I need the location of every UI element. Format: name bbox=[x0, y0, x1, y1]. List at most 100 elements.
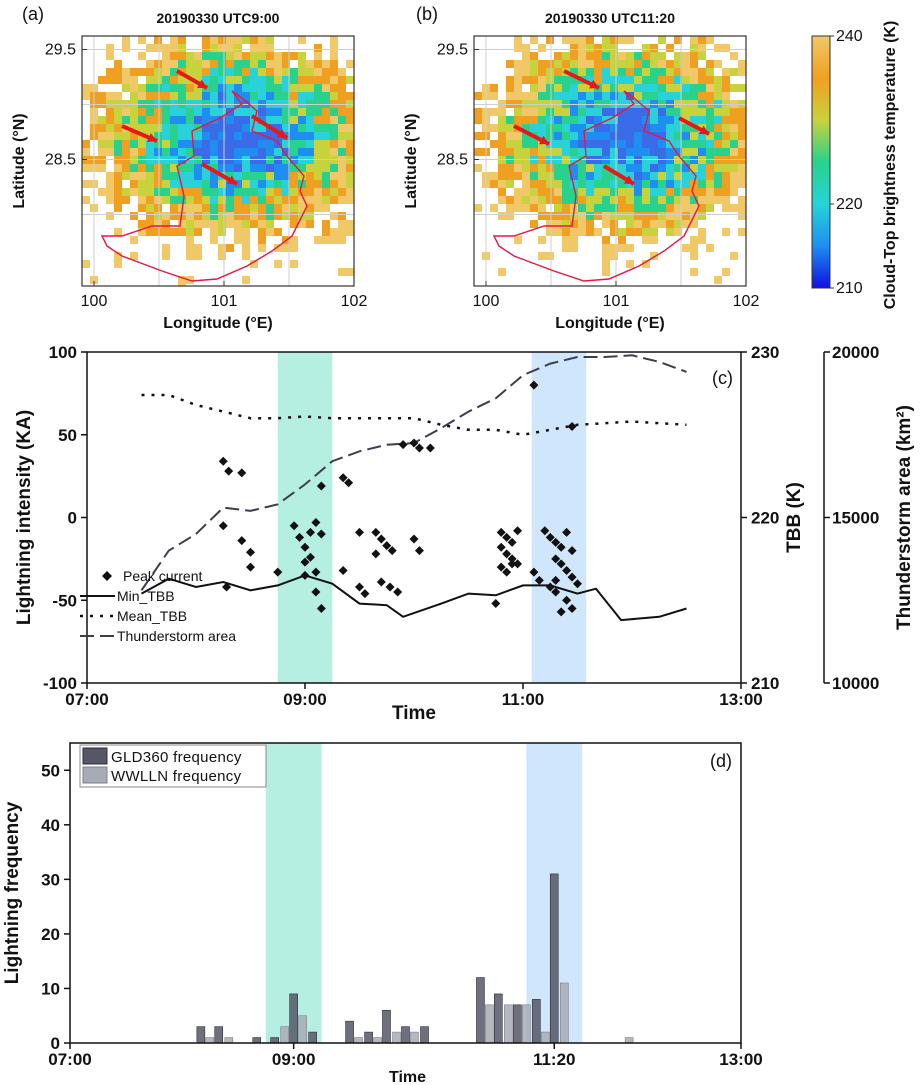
cloud-cell bbox=[658, 148, 666, 156]
y-left-tick-label: 0 bbox=[68, 509, 77, 528]
cloud-cell bbox=[218, 68, 226, 76]
cloud-cell bbox=[266, 164, 274, 172]
cloud-cell bbox=[546, 108, 554, 116]
cloud-cell bbox=[138, 172, 146, 180]
cloud-cell bbox=[162, 44, 170, 52]
cloud-cell bbox=[682, 172, 690, 180]
cloud-cell bbox=[530, 188, 538, 196]
cloud-cell bbox=[242, 180, 250, 188]
cloud-cell bbox=[250, 148, 258, 156]
y-tick-label: 0 bbox=[51, 1034, 60, 1053]
cloud-cell bbox=[170, 188, 178, 196]
cloud-cell bbox=[114, 116, 122, 124]
peak-current-point bbox=[295, 532, 305, 542]
cloud-cell bbox=[178, 52, 186, 60]
cloud-cell bbox=[586, 108, 594, 116]
cloud-cell bbox=[474, 108, 482, 116]
cloud-cell bbox=[490, 204, 498, 212]
cloud-cell bbox=[234, 220, 242, 228]
peak-current-point bbox=[414, 443, 424, 453]
cloud-cell bbox=[306, 76, 314, 84]
cloud-cell bbox=[698, 196, 706, 204]
mean-tbb-line bbox=[141, 393, 687, 437]
cloud-cell bbox=[114, 108, 122, 116]
cloud-cell bbox=[138, 116, 146, 124]
cloud-cell bbox=[506, 204, 514, 212]
cloud-cell bbox=[250, 132, 258, 140]
cloud-cell bbox=[322, 228, 330, 236]
cloud-cell bbox=[714, 140, 722, 148]
cloud-cell bbox=[570, 172, 578, 180]
cloud-cell bbox=[562, 236, 570, 244]
cloud-cell bbox=[626, 140, 634, 148]
cloud-cell bbox=[538, 68, 546, 76]
cloud-cell bbox=[578, 204, 586, 212]
cloud-cell bbox=[242, 140, 250, 148]
cloud-cell bbox=[338, 188, 346, 196]
cloud-cell bbox=[146, 196, 154, 204]
cloud-cell bbox=[186, 188, 194, 196]
cloud-cell bbox=[162, 188, 170, 196]
colorbar-scale bbox=[811, 35, 831, 289]
cloud-cell bbox=[250, 44, 258, 52]
cloud-cell bbox=[138, 124, 146, 132]
cloud-cell bbox=[690, 92, 698, 100]
cloud-cell bbox=[658, 196, 666, 204]
cloud-cell bbox=[274, 84, 282, 92]
cloud-cell bbox=[146, 92, 154, 100]
cloud-cell bbox=[338, 212, 346, 220]
cloud-cell bbox=[242, 92, 250, 100]
cloud-cell bbox=[626, 148, 634, 156]
peak-current-point bbox=[316, 604, 326, 614]
cloud-cell bbox=[226, 132, 234, 140]
cloud-cell bbox=[602, 140, 610, 148]
cloud-cell bbox=[130, 164, 138, 172]
cloud-cell bbox=[266, 76, 274, 84]
cloud-cell bbox=[514, 116, 522, 124]
cloud-cell bbox=[266, 84, 274, 92]
cloud-cell bbox=[594, 228, 602, 236]
cloud-cell bbox=[290, 132, 298, 140]
cloud-cell bbox=[314, 84, 322, 92]
cloud-cell bbox=[194, 84, 202, 92]
cloud-cell bbox=[242, 172, 250, 180]
cloud-cell bbox=[666, 60, 674, 68]
peak-current-point bbox=[316, 529, 326, 539]
cloud-cell bbox=[714, 276, 722, 284]
cloud-cell bbox=[730, 108, 738, 116]
x-tick-label: 09:00 bbox=[283, 690, 326, 709]
cloud-cell bbox=[170, 228, 178, 236]
cloud-cell bbox=[106, 92, 114, 100]
cloud-cell bbox=[650, 212, 658, 220]
motion-arrow-head bbox=[539, 135, 549, 145]
cloud-cell bbox=[258, 132, 266, 140]
cloud-cell bbox=[610, 228, 618, 236]
cloud-cell bbox=[690, 244, 698, 252]
cloud-cell bbox=[642, 124, 650, 132]
cloud-cell bbox=[610, 84, 618, 92]
peak-current-point bbox=[562, 565, 572, 575]
cloud-cell bbox=[146, 140, 154, 148]
gld360-bar bbox=[420, 1026, 429, 1044]
cloud-cell bbox=[218, 92, 226, 100]
peak-current-point bbox=[355, 582, 364, 592]
cloud-cell bbox=[210, 36, 218, 44]
cloud-cell bbox=[282, 180, 290, 188]
wwlln-bar bbox=[504, 1004, 513, 1044]
peak-current-point bbox=[222, 582, 232, 592]
cloud-cell bbox=[186, 124, 194, 132]
cloud-cell bbox=[114, 196, 122, 204]
cloud-cell bbox=[322, 164, 330, 172]
cloud-cell bbox=[250, 84, 258, 92]
cloud-cell bbox=[698, 172, 706, 180]
cloud-cell bbox=[570, 164, 578, 172]
cloud-cell bbox=[626, 188, 634, 196]
cloud-cell bbox=[642, 180, 650, 188]
cloud-cell bbox=[138, 196, 146, 204]
cloud-cell bbox=[226, 44, 234, 52]
gld360-bar bbox=[476, 977, 485, 1044]
cloud-cell bbox=[538, 116, 546, 124]
cloud-cell bbox=[210, 196, 218, 204]
cloud-cell bbox=[698, 140, 706, 148]
